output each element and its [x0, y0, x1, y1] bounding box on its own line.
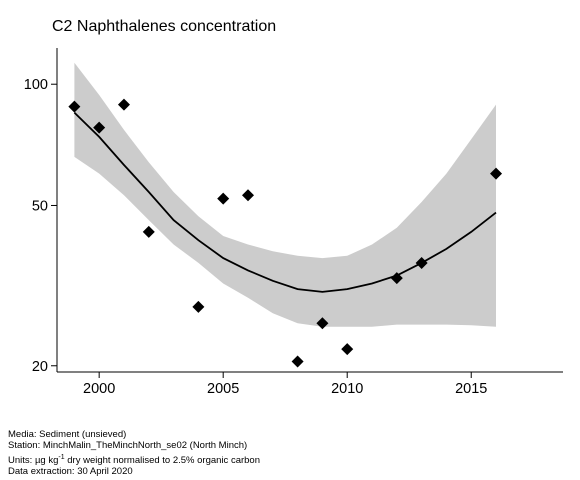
units-line: Units: µg kg-1 dry weight normalised to …	[8, 453, 260, 466]
footer-notes: Media: Sediment (unsieved) Station: Minc…	[8, 429, 260, 477]
media-value: Sediment (unsieved)	[39, 429, 127, 440]
data-point	[93, 121, 106, 134]
axes: 2000 2005 2010 2015 20 50 100	[24, 48, 563, 397]
extraction-line: Data extraction: 30 April 2020	[8, 465, 133, 477]
data-point	[117, 98, 130, 111]
data-point	[291, 355, 304, 368]
y-tick-label: 50	[32, 198, 48, 214]
station-value: MinchMalin_TheMinchNorth_se02 (North Min…	[42, 440, 248, 452]
y-tick-label: 100	[24, 77, 48, 93]
chart-title: C2 Naphthalenes concentration	[52, 18, 277, 35]
confidence-band	[74, 62, 497, 327]
extraction-value: 30 April 2020	[77, 465, 133, 477]
chart-area: 2000 2005 2010 2015 20 50 100	[24, 48, 563, 397]
data-point	[192, 300, 205, 313]
data-point	[68, 100, 81, 113]
data-point	[390, 272, 403, 285]
data-point	[341, 343, 354, 356]
data-point	[142, 225, 155, 238]
x-tick-label: 2015	[455, 381, 487, 397]
x-tick-label: 2005	[207, 381, 239, 397]
data-point	[217, 192, 230, 205]
trend-line	[73, 111, 497, 293]
data-point	[241, 189, 254, 202]
data-points	[68, 98, 503, 368]
media-line: Media: Sediment (unsieved)	[8, 429, 127, 440]
x-tick-label: 2000	[83, 381, 115, 397]
x-tick-label: 2010	[331, 381, 363, 397]
data-point	[415, 256, 428, 269]
y-tick-label: 20	[32, 359, 48, 375]
station-line: Station: MinchMalin_TheMinchNorth_se02 (…	[8, 440, 248, 452]
data-point	[316, 317, 329, 330]
data-point	[490, 167, 503, 180]
